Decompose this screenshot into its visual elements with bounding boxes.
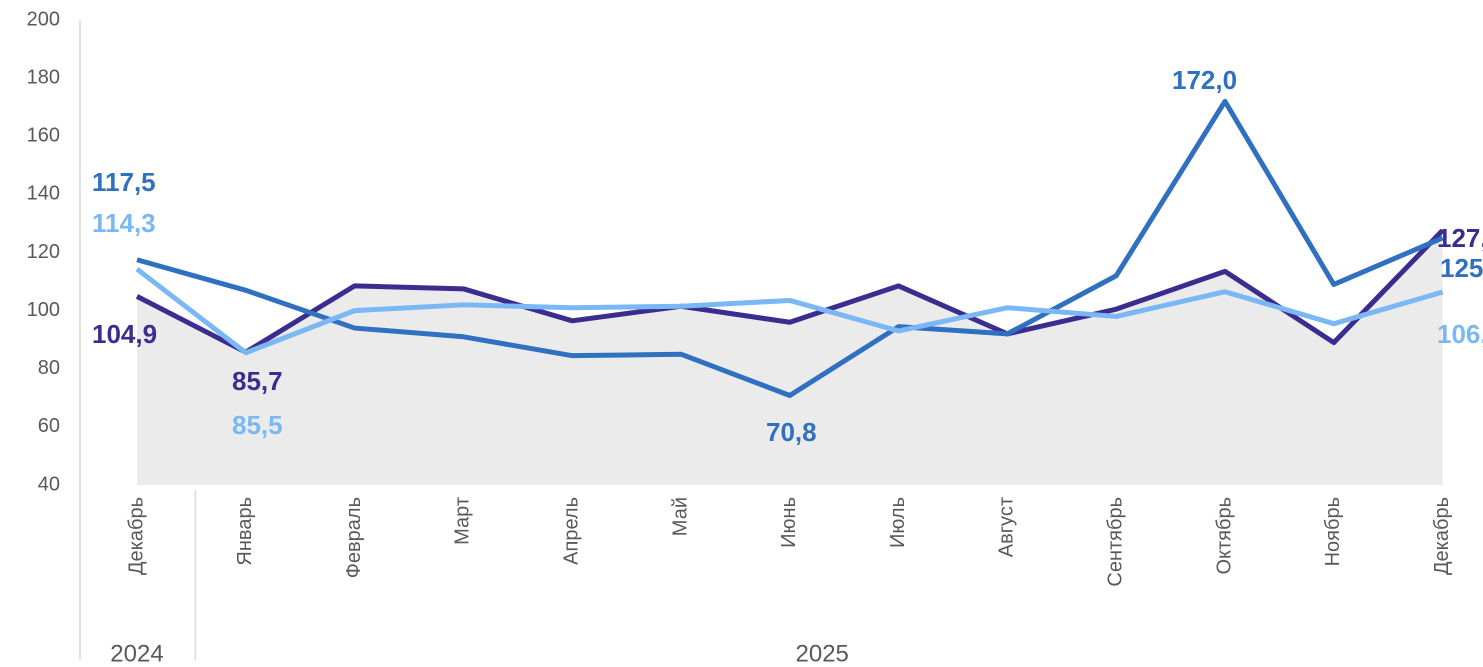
data-label: 70,8 bbox=[766, 417, 817, 447]
x-tick-label: Август bbox=[996, 497, 1018, 557]
x-tick-label: Май bbox=[669, 497, 691, 536]
data-label: 114,3 bbox=[92, 208, 156, 238]
y-tick-label: 40 bbox=[38, 473, 60, 495]
y-tick-label: 180 bbox=[27, 66, 60, 88]
y-tick-label: 60 bbox=[38, 415, 60, 437]
data-label: 117,5 bbox=[92, 167, 156, 197]
y-tick-label: 200 bbox=[27, 8, 60, 30]
line bbox=[135, 228, 1445, 355]
y-tick-label: 100 bbox=[27, 299, 60, 321]
x-tick-label: Февраль bbox=[343, 497, 365, 578]
x-tick-label: Июнь bbox=[778, 497, 800, 548]
data-label: 106,4 bbox=[1437, 319, 1483, 349]
line bbox=[136, 98, 1444, 398]
x-tick-label: Октябрь bbox=[1213, 497, 1235, 575]
data-label: 125,0 bbox=[1440, 253, 1483, 283]
group-label: 2024 bbox=[110, 640, 163, 667]
data-label: 104,9 bbox=[92, 319, 157, 349]
x-tick-label: Декабрь bbox=[1431, 497, 1453, 575]
x-tick-label: Июль bbox=[887, 497, 909, 548]
area bbox=[137, 230, 1443, 485]
y-tick-label: 140 bbox=[27, 183, 60, 205]
x-tick-label: Декабрь bbox=[125, 497, 147, 575]
data-label: 127,6 bbox=[1437, 223, 1483, 253]
group-label: 2025 bbox=[796, 640, 849, 667]
y-tick-label: 80 bbox=[38, 357, 60, 379]
y-tick-label: 160 bbox=[27, 125, 60, 147]
x-tick-label: Апрель bbox=[560, 497, 582, 565]
data-label: 85,5 bbox=[232, 410, 283, 440]
y-tick-label: 120 bbox=[27, 241, 60, 263]
data-label: 172,0 bbox=[1172, 65, 1237, 95]
x-tick-label: Январь bbox=[234, 497, 256, 566]
line bbox=[135, 267, 1444, 356]
x-tick-label: Ноябрь bbox=[1322, 497, 1344, 566]
x-tick-label: Март bbox=[452, 497, 474, 545]
data-label: 85,7 bbox=[232, 366, 283, 396]
x-tick-label: Сентябрь bbox=[1104, 497, 1126, 587]
